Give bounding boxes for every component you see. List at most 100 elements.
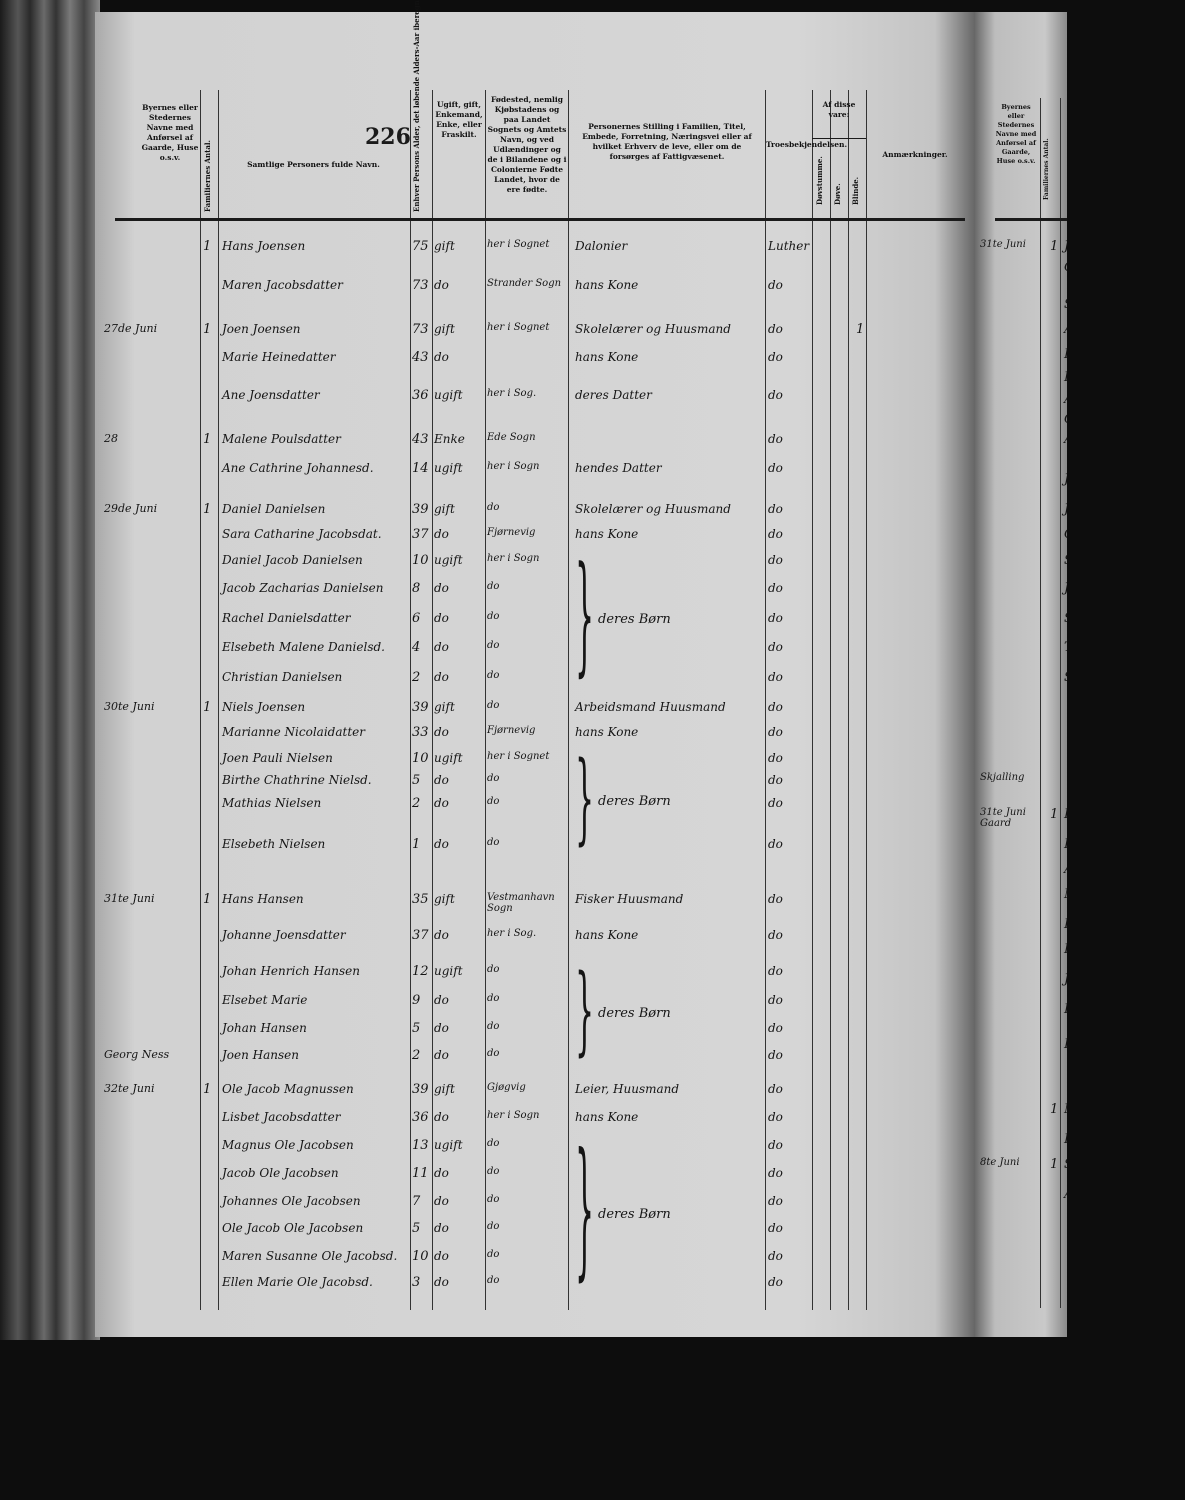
name-cell: Ane [1064,862,1067,877]
religion-cell: do [768,993,783,1007]
birthplace-cell: her i Sognet [487,322,550,333]
header-civil-status: Ugift, gift, Enkemand, Enke, eller Frask… [435,100,483,139]
family-count-cell: 1 [203,322,212,337]
name-cell: Johannes Ole Jacobsen [222,1194,361,1208]
birthplace-cell: do [487,640,500,651]
religion-cell: do [768,502,783,516]
place-cell: 32te Juni [104,1082,155,1095]
age-cell: 2 [412,796,421,811]
name-cell: Han [1064,837,1067,852]
civil-status-cell: do [434,278,449,292]
name-cell: Daniel Danielsen [222,502,326,516]
age-cell: 6 [412,611,421,626]
family-count-cell: 1 [1050,807,1059,822]
name-cell: Marie Heinedatter [222,350,336,364]
age-cell: 5 [412,773,421,788]
occupation-cell: Leier, Huusmand [575,1082,680,1096]
bracket-brace: } [575,1125,595,1299]
age-cell: 37 [412,527,429,542]
birthplace-cell: her i Sogn [487,1110,540,1121]
name-cell: Lisbet [1064,807,1067,822]
occupation-cell: hans Kone [575,350,639,364]
column-rule [812,90,813,1310]
column-rule [432,90,433,1310]
name-cell: Sigga [1064,553,1067,568]
name-cell: Chr [1064,260,1067,275]
name-cell: Jacob [1064,472,1067,487]
age-cell: 13 [412,1138,429,1153]
name-cell: Birthe Chathrine Nielsd. [222,773,372,787]
age-cell: 73 [412,322,429,337]
header-of-these: Af disse vare: [822,100,856,119]
column-rule [866,90,867,1310]
religion-cell: do [768,388,783,402]
place-cell: 31te Juni [980,239,1026,250]
birthplace-cell: her i Sognet [487,751,550,762]
name-cell: Susan [1064,670,1067,685]
age-cell: 2 [412,1048,421,1063]
birthplace-cell: Fjørnevig [487,725,536,736]
religion-cell: do [768,1194,783,1208]
name-cell: Ma [1064,887,1067,902]
header-place: Byernes eller Stedernes Navne med Anførs… [141,103,199,162]
header-deaf: Døve. [833,183,842,205]
age-cell: 7 [412,1194,421,1209]
name-cell: Thom [1064,640,1067,655]
civil-status-cell: do [434,1221,449,1235]
religion-cell: do [768,640,783,654]
age-cell: 10 [412,1249,429,1264]
name-cell: Ane [1064,432,1067,447]
birthplace-cell: Fjørnevig [487,527,536,538]
religion-cell: do [768,581,783,595]
column-rule [848,90,849,1310]
bracket-brace: } [575,956,595,1069]
birthplace-cell: do [487,1138,500,1149]
occupation-cell: Skolelærer og Huusmand [575,322,731,336]
birthplace-cell: do [487,611,500,622]
birthplace-cell: do [487,964,500,975]
religion-cell: do [768,700,783,714]
name-cell: Maren Jacobsdatter [222,278,343,292]
age-cell: 43 [412,432,429,447]
occupation-cell: deres Børn [598,1206,671,1222]
name-cell: Ane Cathrine Johannesd. [222,461,374,475]
civil-status-cell: do [434,1194,449,1208]
religion-cell: do [768,527,783,541]
occupation-cell: hans Kone [575,725,639,739]
civil-status-cell: gift [434,502,455,516]
age-cell: 35 [412,892,429,907]
religion-cell: do [768,1082,783,1096]
name-cell: Hans Hansen [222,892,304,906]
family-count-cell: 1 [1050,239,1059,254]
header-name: Samtlige Personers fulde Navn. [247,160,380,169]
blind-count-cell: 1 [856,322,865,337]
name-cell: Ellen Marie Ole Jacobsd. [222,1275,373,1289]
civil-status-cell: ugift [434,964,463,978]
place-cell: 8te Juni [980,1157,1020,1168]
civil-status-cell: do [434,640,449,654]
column-rule [1040,98,1041,1308]
religion-cell: do [768,1110,783,1124]
age-cell: 33 [412,725,429,740]
religion-cell: do [768,1021,783,1035]
age-cell: 39 [412,1082,429,1097]
civil-status-cell: do [434,527,449,541]
name-cell: Ellen [1064,1132,1067,1147]
name-cell: Joen Pauli Nielsen [222,751,333,765]
name-cell: Ole Jacob Magnussen [222,1082,354,1096]
name-cell: Hans Joensen [222,239,306,253]
name-cell: Johan Hansen [222,1021,307,1035]
name-cell: Joen Joensen [222,322,301,336]
birthplace-cell: do [487,700,500,711]
header-remarks: Anmærkninger. [882,150,948,159]
facing-page: Byernes eller Stedernes Navne med Anførs… [975,12,1067,1337]
religion-cell: do [768,964,783,978]
occupation-cell: hendes Datter [575,461,662,475]
civil-status-cell: gift [434,1082,455,1096]
occupation-cell: deres Børn [598,1006,671,1021]
place-cell: 30te Juni [104,700,155,713]
name-cell: Christian Danielsen [222,670,343,684]
age-cell: 1 [412,837,421,852]
age-cell: 43 [412,350,429,365]
age-cell: 14 [412,461,429,476]
